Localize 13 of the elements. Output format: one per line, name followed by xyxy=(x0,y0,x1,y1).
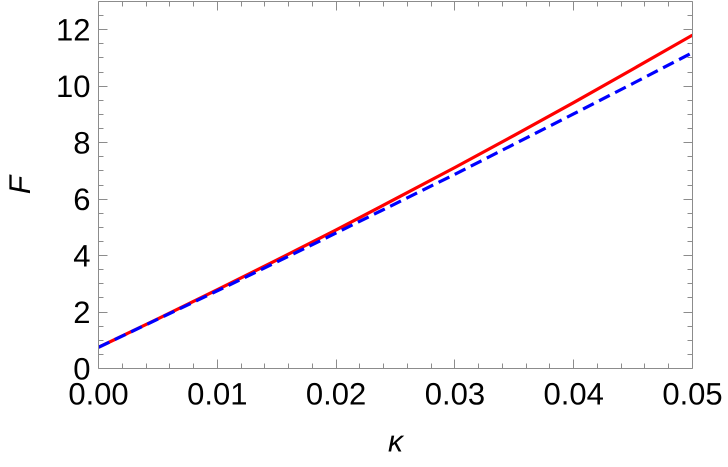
x-tick-label: 0.03 xyxy=(424,376,486,412)
y-tick-label: 2 xyxy=(73,295,91,330)
x-tick-label: 0.05 xyxy=(662,376,723,412)
y-tick-label: 10 xyxy=(56,69,91,104)
y-axis-title: F xyxy=(4,174,38,194)
y-tick-label: 8 xyxy=(73,126,91,161)
y-tick-label: 4 xyxy=(73,238,91,274)
x-tick-label: 0.01 xyxy=(187,376,248,412)
y-tick-label: 6 xyxy=(73,182,91,218)
y-tick-label: 12 xyxy=(56,12,91,48)
x-axis-title: κ xyxy=(388,426,405,458)
x-tick-label: 0.02 xyxy=(306,376,366,412)
x-tick-label: 0.04 xyxy=(544,376,604,412)
